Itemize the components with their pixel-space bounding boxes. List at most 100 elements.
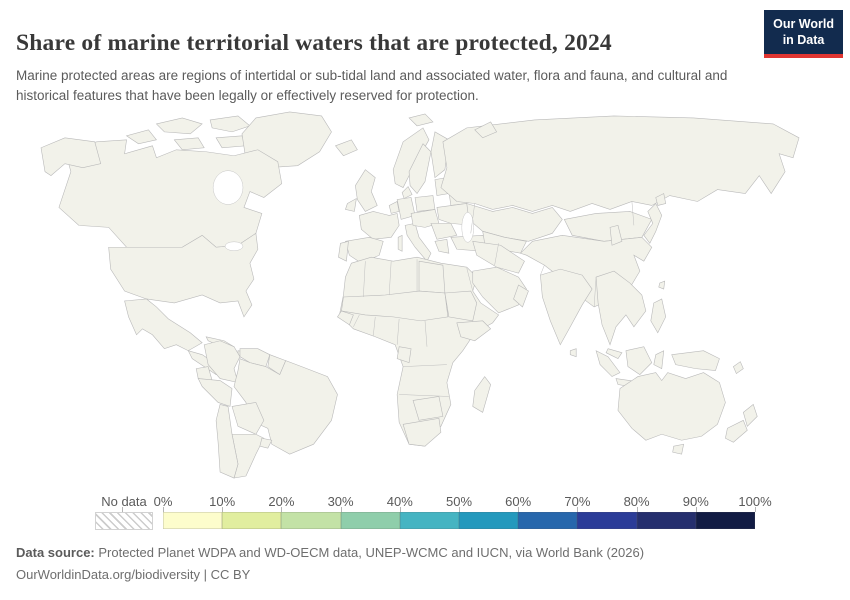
region-india[interactable] (540, 268, 593, 346)
region-mongolia[interactable] (563, 211, 653, 242)
region-sweden[interactable] (408, 143, 432, 195)
region-australia[interactable] (617, 372, 726, 441)
region-arabia[interactable] (472, 266, 527, 314)
region-sulawesi[interactable] (653, 350, 665, 370)
legend-bin[interactable] (518, 512, 578, 529)
legend-tick-label: 20% (268, 494, 295, 509)
region-malaysia[interactable] (605, 348, 623, 360)
country-borders (353, 201, 635, 397)
footer-source-text: Protected Planet WDPA and WD-OECM data, … (94, 545, 645, 560)
region-benelux[interactable] (388, 201, 400, 214)
region-iran[interactable] (472, 240, 525, 274)
world-map-svg (40, 111, 800, 479)
region-romania-bulgaria[interactable] (430, 223, 458, 240)
region-southern-africa-interior[interactable] (412, 396, 444, 421)
legend-tick-mark (695, 507, 697, 512)
caspian-sea (461, 212, 474, 243)
region-russia[interactable] (440, 115, 800, 212)
legend-tick-mark (636, 507, 638, 512)
region-kazakhstan[interactable] (466, 203, 563, 242)
legend-tick-mark (399, 507, 401, 512)
footer-note[interactable]: OurWorldinData.org/biodiversity | CC BY (16, 567, 251, 582)
region-west-africa-green[interactable] (337, 310, 354, 326)
region-gabon[interactable] (396, 346, 412, 364)
legend-tick-label: 40% (386, 494, 413, 509)
legend-bin[interactable] (458, 512, 519, 529)
region-ireland[interactable] (345, 197, 357, 212)
region-ethiopia[interactable] (456, 320, 492, 342)
region-poland[interactable] (414, 195, 436, 212)
region-iceland[interactable] (334, 139, 358, 157)
region-spain[interactable] (345, 236, 384, 264)
region-oman[interactable] (513, 284, 529, 308)
legend-tick-mark (755, 507, 756, 512)
legend-bin[interactable] (281, 512, 341, 529)
legend-bin[interactable] (577, 512, 637, 529)
region-tasmania[interactable] (672, 443, 685, 455)
legend-tick-label: 80% (623, 494, 650, 509)
region-borneo[interactable] (625, 346, 653, 375)
region-uk[interactable] (355, 169, 378, 212)
legend-tick-mark (281, 507, 283, 512)
legend-bin[interactable] (340, 512, 400, 529)
legend-tick-label: 90% (682, 494, 709, 509)
legend-tick-label: 10% (209, 494, 236, 509)
region-new-guinea[interactable] (671, 350, 720, 371)
legend-bin[interactable] (695, 512, 755, 529)
region-uruguay[interactable] (259, 437, 273, 449)
region-sahel[interactable] (341, 290, 449, 322)
region-greece[interactable] (434, 238, 450, 254)
legend-bin[interactable] (222, 512, 282, 529)
legend-tick-label: 60% (505, 494, 532, 509)
region-portugal[interactable] (338, 240, 349, 262)
region-madagascar[interactable] (472, 376, 491, 413)
region-sudan[interactable] (444, 290, 478, 322)
owid-logo[interactable]: Our World in Data (764, 10, 843, 59)
region-taiwan[interactable] (658, 280, 666, 290)
region-svalbard[interactable] (408, 113, 434, 127)
region-novaya-zemlya[interactable] (474, 121, 498, 139)
region-nz-north[interactable] (742, 403, 758, 427)
region-brazil[interactable] (233, 358, 338, 455)
legend-no-data-tick (122, 507, 123, 512)
region-libya[interactable] (418, 260, 446, 294)
legend-tick-mark (340, 507, 342, 512)
region-hokkaido[interactable] (655, 193, 667, 206)
region-new-caledonia[interactable] (732, 361, 744, 375)
legend-tick-label: 70% (564, 494, 591, 509)
legend-bin[interactable] (636, 512, 696, 529)
legend-no-data-swatch[interactable] (95, 512, 153, 530)
region-arctic-islands[interactable] (125, 115, 251, 151)
legend-tick-label: 100% (738, 494, 772, 509)
region-bolivia-paraguay[interactable] (231, 402, 265, 435)
region-corsica-sardinia[interactable] (397, 234, 403, 252)
region-sumatra[interactable] (595, 350, 621, 377)
region-peru[interactable] (197, 378, 233, 407)
great-lakes (224, 241, 244, 251)
region-south-africa[interactable] (402, 418, 442, 447)
legend-bin[interactable] (163, 512, 223, 529)
region-colombia[interactable] (203, 340, 241, 383)
region-italy[interactable] (404, 223, 432, 262)
region-mexico[interactable] (124, 298, 203, 352)
page-title: Share of marine territorial waters that … (16, 29, 612, 56)
region-nz-south[interactable] (725, 419, 748, 443)
region-alaska[interactable] (40, 137, 102, 177)
region-usa[interactable] (108, 232, 259, 318)
region-se-asia[interactable] (595, 270, 647, 346)
region-korea[interactable] (609, 225, 623, 246)
legend-tick-marks (163, 507, 756, 512)
region-philippines[interactable] (650, 298, 667, 334)
footer-source-label: Data source: (16, 545, 95, 560)
legend-tick-label: 0% (153, 494, 173, 509)
region-denmark[interactable] (401, 186, 413, 199)
region-sri-lanka[interactable] (569, 348, 577, 358)
legend-bin[interactable] (399, 512, 459, 529)
region-chile[interactable] (215, 404, 239, 479)
owid-logo-accent (764, 54, 843, 59)
region-argentina[interactable] (231, 433, 265, 479)
region-japan[interactable] (643, 202, 663, 244)
region-france[interactable] (359, 211, 400, 240)
legend-tick-mark (222, 507, 224, 512)
